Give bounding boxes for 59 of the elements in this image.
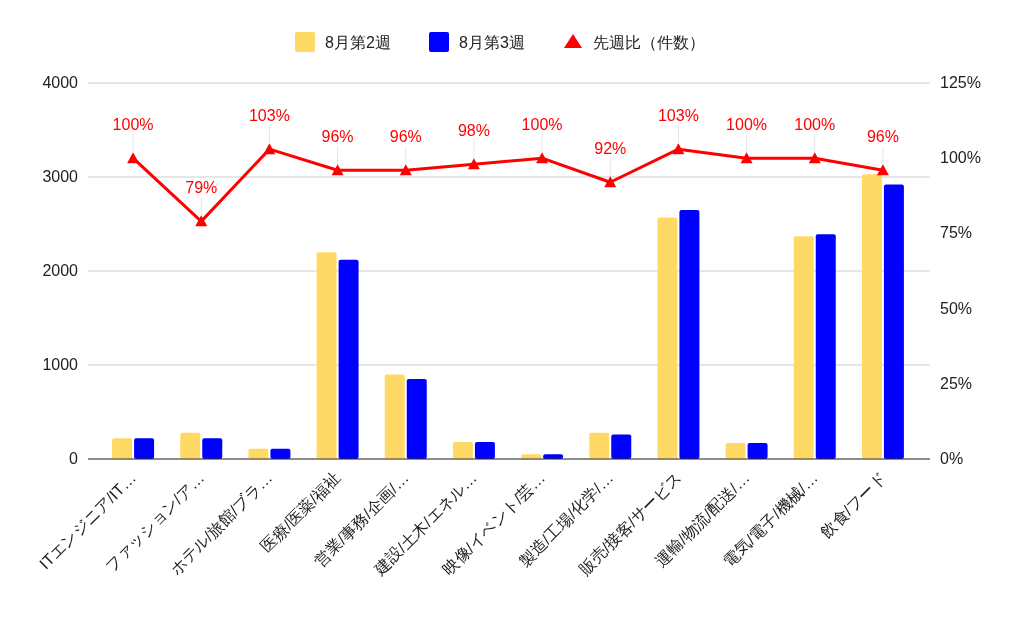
point — [195, 215, 208, 227]
bar — [180, 432, 201, 459]
point — [127, 152, 140, 164]
point — [331, 164, 344, 176]
data-label: 100% — [726, 116, 768, 134]
bar — [815, 234, 836, 459]
point — [536, 152, 549, 164]
legend-label: 先週比（件数） — [593, 34, 705, 51]
bar — [883, 184, 904, 459]
point — [672, 143, 685, 155]
data-label: 100% — [794, 116, 836, 134]
bar — [793, 236, 814, 459]
y2-tick-label: 50% — [940, 299, 973, 317]
bar — [112, 438, 133, 459]
point — [604, 176, 617, 188]
bar — [338, 259, 359, 459]
data-label: 103% — [248, 107, 290, 125]
bar — [134, 438, 155, 459]
bar — [452, 442, 473, 459]
point — [467, 158, 480, 170]
bar — [202, 438, 223, 459]
bar — [657, 217, 678, 459]
data-label: 79% — [185, 179, 218, 197]
y2-tick-label: 25% — [940, 374, 973, 392]
bar — [611, 434, 632, 459]
y2-tick-label: 0% — [940, 450, 964, 467]
data-label: 96% — [389, 128, 422, 146]
bar — [384, 374, 405, 459]
bar — [679, 209, 700, 459]
data-label: 100% — [521, 116, 563, 134]
data-label: 98% — [457, 122, 490, 140]
y-tick-label: 0 — [69, 450, 79, 467]
bar — [474, 442, 495, 459]
x-tick-label: 飲食/フード — [817, 469, 890, 541]
bar — [589, 432, 610, 459]
y2-tick-label: 125% — [940, 74, 981, 91]
y2-tick-label: 100% — [940, 149, 981, 167]
y2-tick-label: 75% — [940, 224, 973, 242]
point — [263, 143, 276, 155]
data-label: 92% — [594, 140, 627, 158]
point — [876, 164, 889, 176]
bar — [747, 443, 768, 459]
y-tick-label: 1000 — [42, 356, 79, 373]
data-label: 103% — [657, 107, 699, 125]
bar — [406, 379, 427, 459]
y-tick-label: 3000 — [42, 168, 79, 185]
point — [399, 164, 412, 176]
point — [808, 152, 821, 164]
legend-label: 8月第2週 — [325, 34, 391, 51]
y-tick-label: 4000 — [42, 74, 79, 91]
legend-label: 8月第3週 — [459, 34, 525, 51]
bar — [316, 252, 337, 459]
bar — [861, 174, 882, 459]
y-tick-label: 2000 — [42, 262, 79, 279]
bar — [725, 443, 746, 459]
data-label: 100% — [112, 116, 154, 134]
data-label: 96% — [866, 128, 899, 146]
point — [740, 152, 753, 164]
data-label: 96% — [321, 128, 354, 146]
